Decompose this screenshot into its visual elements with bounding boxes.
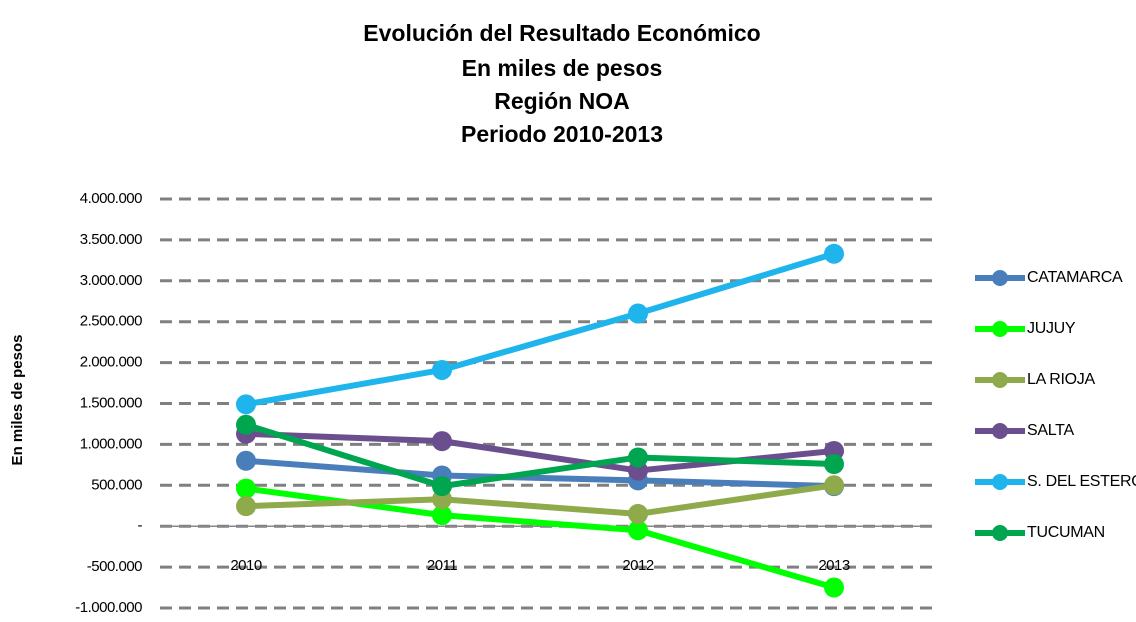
chart-title: Región NOA <box>494 88 629 114</box>
x-tick-label: 2011 <box>427 557 457 574</box>
x-tick-label: 2010 <box>230 557 262 574</box>
y-tick-label: 3.000.000 <box>80 272 142 289</box>
x-tick-label: 2013 <box>818 557 850 574</box>
series-line <box>245 421 835 490</box>
legend-marker <box>992 372 1008 388</box>
legend-label: SALTA <box>1027 422 1074 439</box>
y-tick-label: -500.000 <box>87 558 142 575</box>
legend-marker <box>992 474 1008 490</box>
legend-label: S. DEL ESTERO <box>1027 473 1136 490</box>
data-point <box>824 475 844 496</box>
data-point <box>236 394 256 415</box>
series-line <box>245 482 835 517</box>
y-tick-label: 1.500.000 <box>80 394 142 411</box>
y-tick-label: -1.000.000 <box>75 599 142 616</box>
legend-marker <box>992 423 1008 439</box>
data-point <box>824 454 844 475</box>
y-tick-label: - <box>138 517 143 534</box>
data-point <box>432 359 452 380</box>
y-tick-label: 4.000.000 <box>80 190 142 207</box>
data-point <box>432 431 452 452</box>
y-axis-label: En miles de pesos <box>9 335 26 466</box>
data-point <box>824 577 844 598</box>
data-point <box>628 520 648 541</box>
data-point <box>236 450 256 471</box>
data-point <box>236 496 256 517</box>
legend-marker <box>992 270 1008 286</box>
legend-marker <box>992 525 1008 541</box>
y-tick-label: 500.000 <box>91 476 142 493</box>
data-point <box>628 447 648 468</box>
data-point <box>432 505 452 526</box>
chart-title: En miles de pesos <box>462 55 663 81</box>
chart-title: Evolución del Resultado Económico <box>363 20 760 46</box>
legend-label: LA RIOJA <box>1027 371 1095 388</box>
y-tick-label: 2.000.000 <box>80 354 142 371</box>
data-point <box>236 414 256 435</box>
legend-label: JUJUY <box>1027 320 1076 337</box>
data-point <box>628 303 648 324</box>
chart-title: Periodo 2010-2013 <box>461 121 663 147</box>
legend-label: CATAMARCA <box>1027 269 1123 286</box>
y-tick-label: 1.000.000 <box>80 435 142 452</box>
data-point <box>236 478 256 499</box>
y-tick-label: 2.500.000 <box>80 313 142 330</box>
data-point <box>432 476 452 497</box>
legend-label: TUCUMAN <box>1027 524 1105 541</box>
data-point <box>628 503 648 524</box>
series-line <box>245 457 835 490</box>
series-line <box>245 250 835 408</box>
y-tick-label: 3.500.000 <box>80 231 142 248</box>
x-tick-label: 2012 <box>622 557 654 574</box>
legend-marker <box>992 321 1008 337</box>
data-point <box>824 243 844 264</box>
